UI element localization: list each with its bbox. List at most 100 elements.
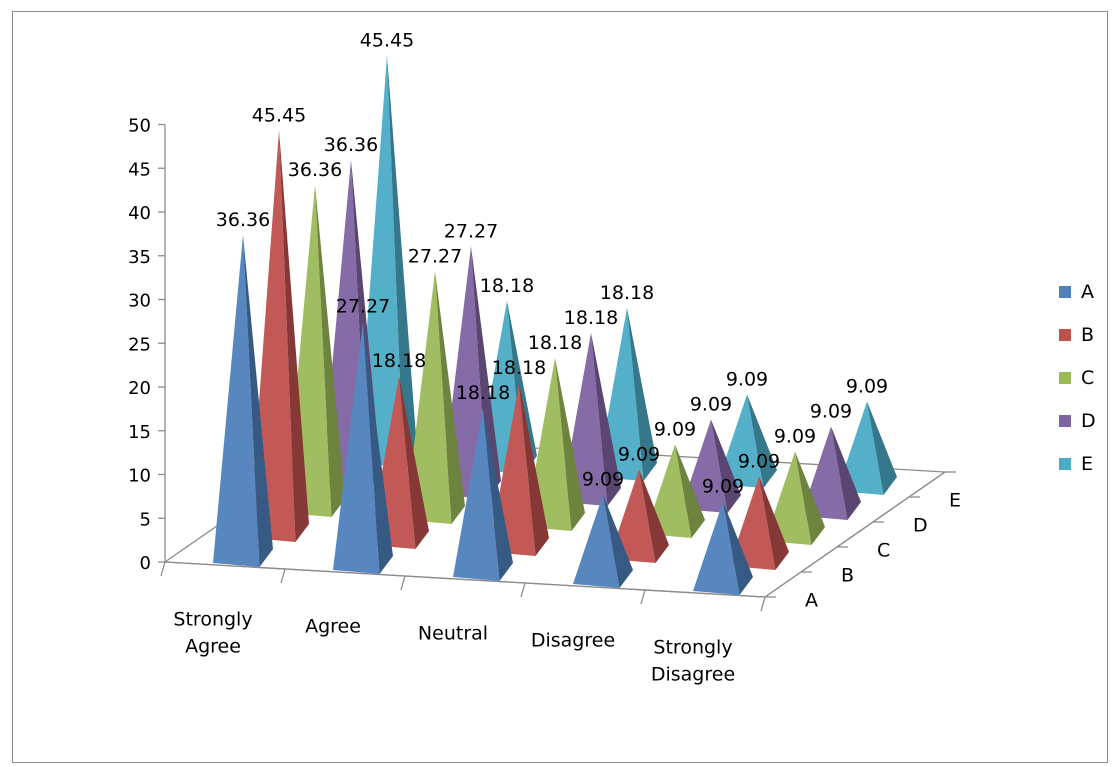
pyramid-front-face bbox=[213, 234, 260, 567]
pyramid-side-face bbox=[675, 444, 705, 538]
pyramid-side-face bbox=[483, 407, 513, 581]
pyramid-side-face bbox=[795, 451, 825, 545]
y-tick-label: 10 bbox=[128, 466, 151, 487]
pyramid-side-face bbox=[243, 234, 273, 567]
data-label: 9.09 bbox=[582, 468, 624, 490]
pyramid-A-3 bbox=[573, 494, 633, 588]
legend-swatch-c bbox=[1059, 372, 1071, 384]
pyramid-side-face bbox=[627, 307, 657, 481]
data-label: 18.18 bbox=[528, 332, 582, 354]
pyramid-A-1 bbox=[333, 321, 393, 574]
y-tick-label: 5 bbox=[140, 509, 151, 530]
y-tick-label: 0 bbox=[140, 553, 151, 574]
depth-tick-label: B bbox=[841, 565, 854, 587]
depth-tick-label: E bbox=[949, 490, 961, 512]
pyramid-side-face bbox=[759, 476, 789, 570]
pyramid-side-face bbox=[519, 382, 549, 556]
pyramid-chart: 0 5 10 15 20 25 30 35 40 45 50 Strongly Agree Agree Ne… bbox=[128, 29, 1096, 686]
pyramid-side-face bbox=[471, 246, 501, 499]
pyramid-front-face bbox=[693, 501, 740, 595]
pyramid-side-face bbox=[603, 494, 633, 588]
data-label: 9.09 bbox=[810, 400, 852, 422]
data-label: 18.18 bbox=[564, 307, 618, 329]
y-tick-label: 30 bbox=[128, 291, 151, 312]
pyramid-side-face bbox=[711, 419, 741, 513]
data-label: 9.09 bbox=[738, 450, 780, 472]
data-label: 36.36 bbox=[288, 159, 342, 181]
legend-label-b: B bbox=[1081, 324, 1094, 346]
depth-tick-label: C bbox=[877, 540, 890, 562]
depth-tick-label: D bbox=[913, 515, 928, 537]
x-tick-label: Disagree bbox=[651, 664, 735, 686]
data-label: 27.27 bbox=[336, 295, 390, 317]
legend-swatch-b bbox=[1059, 329, 1071, 341]
pyramid-side-face bbox=[507, 300, 537, 474]
pyramid-front-face bbox=[453, 407, 500, 581]
data-label: 36.36 bbox=[216, 209, 270, 231]
pyramid-A-2 bbox=[453, 407, 513, 581]
pyramid-side-face bbox=[867, 401, 897, 495]
y-tick-label: 35 bbox=[128, 247, 151, 268]
pyramid-A-4 bbox=[693, 501, 753, 595]
chart-axes: 0 5 10 15 20 25 30 35 40 45 50 Strongly Agree Agree Ne… bbox=[128, 116, 961, 686]
data-label: 9.09 bbox=[846, 375, 888, 397]
x-tick-mark bbox=[400, 575, 406, 591]
pyramid-side-face bbox=[279, 130, 309, 542]
data-label: 9.09 bbox=[774, 425, 816, 447]
legend-label-e: E bbox=[1081, 453, 1093, 475]
data-label: 18.18 bbox=[372, 350, 426, 372]
depth-tick-label: A bbox=[805, 590, 818, 612]
data-label: 36.36 bbox=[324, 134, 378, 156]
y-tick-label: 45 bbox=[128, 159, 151, 180]
chart-area: 0 5 10 15 20 25 30 35 40 45 50 Strongly Agree Agree Ne… bbox=[12, 11, 1108, 763]
y-tick-label: 25 bbox=[128, 334, 151, 355]
x-tick-mark bbox=[160, 561, 166, 577]
data-label: 18.18 bbox=[456, 382, 510, 404]
pyramid-side-face bbox=[747, 394, 777, 488]
x-tick-label: Agree bbox=[185, 636, 241, 658]
pyramid-side-face bbox=[363, 321, 393, 574]
data-label: 18.18 bbox=[600, 282, 654, 304]
x-tick-label: Disagree bbox=[531, 630, 615, 652]
pyramid-front-face bbox=[405, 271, 452, 524]
data-label: 9.09 bbox=[726, 368, 768, 390]
x-tick-mark bbox=[760, 596, 766, 612]
x-tick-mark bbox=[520, 582, 526, 598]
pyramid-C-1 bbox=[405, 271, 465, 524]
pyramid-side-face bbox=[315, 184, 345, 517]
y-tick-label: 15 bbox=[128, 422, 151, 443]
y-tick-label: 50 bbox=[128, 116, 151, 137]
legend-label-c: C bbox=[1081, 367, 1094, 389]
pyramid-front-face bbox=[573, 494, 620, 588]
legend-swatch-a bbox=[1059, 286, 1071, 298]
data-label: 27.27 bbox=[444, 220, 498, 242]
data-label: 9.09 bbox=[654, 418, 696, 440]
data-label: 9.09 bbox=[690, 393, 732, 415]
x-tick-label: Strongly bbox=[653, 637, 732, 659]
legend-swatch-e bbox=[1059, 458, 1071, 470]
pyramid-side-face bbox=[555, 357, 585, 531]
pyramid-side-face bbox=[723, 501, 753, 595]
data-label: 45.45 bbox=[252, 104, 306, 126]
y-tick-label: 20 bbox=[128, 378, 151, 399]
legend-label-d: D bbox=[1081, 410, 1096, 432]
data-label: 9.09 bbox=[618, 443, 660, 465]
data-label: 18.18 bbox=[480, 275, 534, 297]
y-tick-label: 40 bbox=[128, 203, 151, 224]
legend-label-a: A bbox=[1081, 281, 1094, 303]
pyramid-side-face bbox=[591, 332, 621, 506]
pyramid-A-0 bbox=[213, 234, 273, 567]
data-labels: 36.36 27.27 18.18 9.09 9.09 45.45 18.18 18.18 9.… bbox=[216, 29, 888, 497]
data-label: 27.27 bbox=[408, 245, 462, 267]
pyramid-side-face bbox=[831, 426, 861, 520]
data-label: 45.45 bbox=[360, 29, 414, 51]
x-tick-label: Strongly bbox=[173, 609, 252, 631]
pyramid-side-face bbox=[399, 375, 429, 549]
plot-area bbox=[213, 55, 897, 595]
x-tick-label: Agree bbox=[305, 616, 361, 638]
pyramid-front-face bbox=[333, 321, 380, 574]
data-label: 18.18 bbox=[492, 357, 546, 379]
pyramid-side-face bbox=[435, 271, 465, 524]
x-tick-mark bbox=[280, 568, 286, 584]
